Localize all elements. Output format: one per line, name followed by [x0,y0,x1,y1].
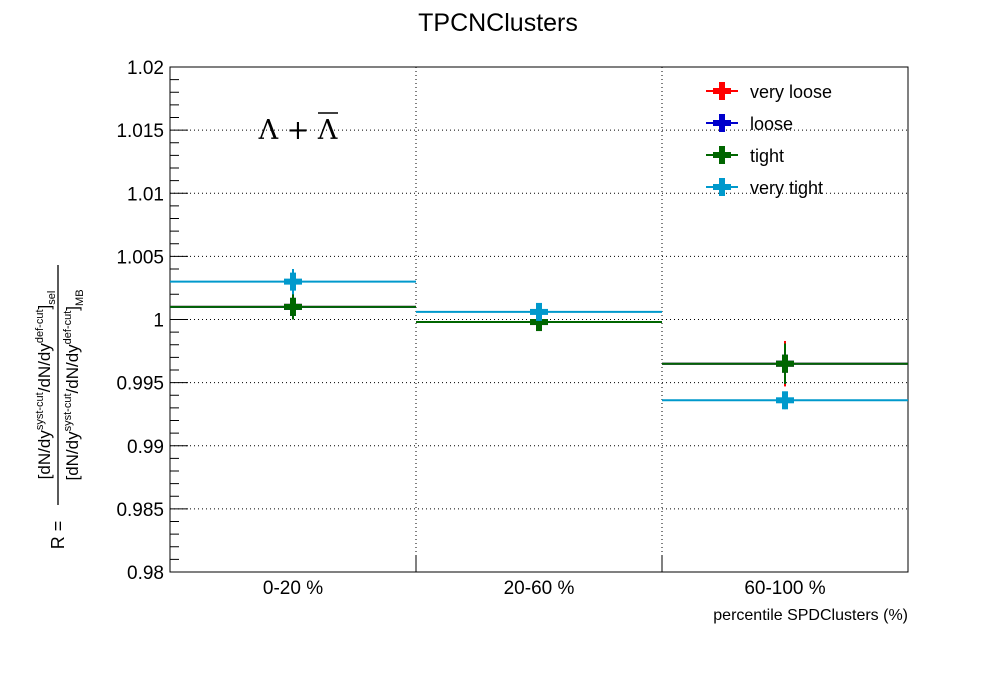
legend-label: very loose [750,82,832,102]
legend-label: very tight [750,178,823,198]
legend-entry: very tight [706,178,823,198]
y-tick-label: 1.005 [116,247,164,268]
particle-annotation: Λ + Λ [258,112,338,146]
legend-marker-v [719,146,725,164]
legend-marker-v [719,114,725,132]
y-tick-label: 0.99 [127,437,164,458]
y-label-numerator: [dN/dysyst-cut/dN/dydef-cut]sel [34,291,58,480]
y-tick-label: 1.015 [116,121,164,142]
y-tick-label: 0.985 [116,500,164,521]
legend-marker-v [719,82,725,100]
data-point-v [290,297,296,316]
legend: very loose loose tight very tight [706,82,832,198]
y-tick-label: 1 [153,311,164,332]
legend-marker-v [719,178,725,196]
legend-label: tight [750,146,784,166]
data-point-v [536,313,542,332]
series-markers [170,269,908,410]
x-category-labels: 0-20 % 20-60 % 60-100 % [263,578,826,599]
chart-title: TPCNClusters [418,9,578,37]
y-tick-label: 1.01 [127,184,164,205]
data-point-v [536,302,542,321]
data-point-v [782,354,788,373]
x-category-label: 0-20 % [263,578,323,599]
series-tight [170,294,908,384]
x-category-label: 60-100 % [744,578,825,599]
legend-entry: loose [706,114,793,134]
x-category-label: 20-60 % [504,578,575,599]
legend-entry: very loose [706,82,832,102]
y-tick-labels: 0.98 0.985 0.99 0.995 1 1.005 1.01 1.015 1.02 [116,58,164,584]
data-point-v [290,272,296,291]
legend-label: loose [750,114,793,134]
annotation-text: Λ + Λ [258,115,338,146]
x-axis-label: percentile SPDClusters (%) [713,607,908,624]
data-point-v [782,391,788,410]
y-tick-label: 0.995 [116,374,164,395]
y-label-prefix: R = [48,521,68,550]
y-tick-label: 0.98 [127,563,164,584]
legend-entry: tight [706,146,784,166]
y-axis-label: R = [dN/dysyst-cut/dN/dydef-cut]sel[dN/dy… [34,265,86,549]
axes [169,66,909,573]
series-very-tight [170,269,908,410]
y-label-denominator: [dN/dysyst-cut/dN/dydef-cut]MB [62,289,86,480]
y-tick-label: 1.02 [127,58,164,79]
